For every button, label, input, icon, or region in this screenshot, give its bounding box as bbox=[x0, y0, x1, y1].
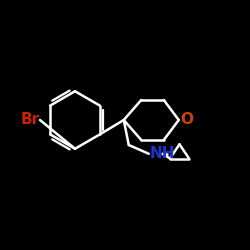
Text: Br: Br bbox=[21, 112, 40, 128]
Text: O: O bbox=[180, 112, 193, 128]
Text: NH: NH bbox=[150, 146, 176, 161]
